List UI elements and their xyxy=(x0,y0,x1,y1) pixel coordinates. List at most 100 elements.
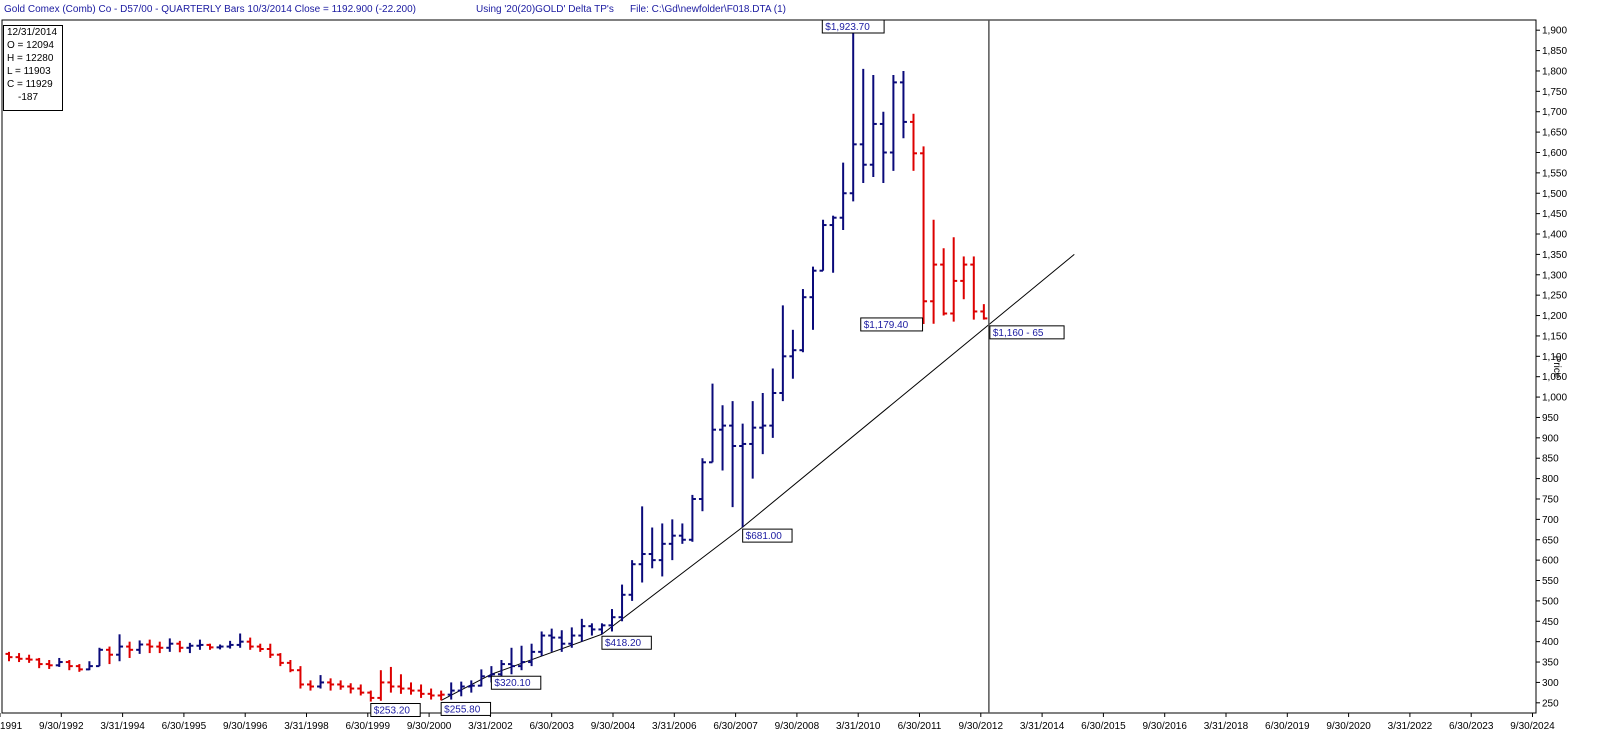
ohlc-bar xyxy=(819,219,827,272)
x-tick-label: 3/31/2014 xyxy=(1020,721,1065,732)
y-tick-label: 1,350 xyxy=(1542,250,1567,261)
y-tick-label: 800 xyxy=(1542,474,1559,485)
y-tick-label: 1,450 xyxy=(1542,209,1567,220)
price-annotation-label: $320.10 xyxy=(494,678,531,689)
price-annotation-label: $1,923.70 xyxy=(825,22,870,33)
ohlc-bar xyxy=(387,666,395,693)
price-annotation-box xyxy=(989,325,1065,340)
ohlc-bar xyxy=(166,638,174,652)
y-tick-label: 700 xyxy=(1542,515,1559,526)
ohlc-bar xyxy=(668,519,676,561)
ohlc-bar xyxy=(648,527,656,569)
ohlc-bar xyxy=(910,113,917,171)
ohlc-bar xyxy=(789,329,797,379)
ohlc-bar xyxy=(377,670,385,701)
ohlc-bar xyxy=(186,642,194,654)
x-tick-label: 9/30/2000 xyxy=(407,721,452,732)
ohlc-bar xyxy=(598,623,606,635)
ohlc-bar xyxy=(960,256,968,300)
ohlc-bar xyxy=(769,368,777,438)
ohlc-bar xyxy=(658,523,666,577)
x-tick-label: 9/30/2008 xyxy=(775,721,820,732)
plot-frame xyxy=(1,19,1537,714)
ohlc-bar xyxy=(256,643,264,652)
y-tick-label: 1,700 xyxy=(1542,107,1567,118)
y-tick-label: 750 xyxy=(1542,494,1559,505)
ohlc-bar xyxy=(25,654,33,663)
ohlc-bar xyxy=(809,266,817,330)
ohlc-bar xyxy=(206,643,214,650)
ohlc-bar xyxy=(920,146,928,324)
ohlc-bar xyxy=(638,506,646,583)
price-annotation-label: $681.00 xyxy=(746,531,783,542)
x-tick-label: 9/30/2016 xyxy=(1142,721,1187,732)
y-tick-label: 1,750 xyxy=(1542,87,1567,98)
x-tick-label: 3/31/2018 xyxy=(1204,721,1249,732)
x-tick-label: 6/30/2007 xyxy=(713,721,758,732)
ohlc-high: H = 12280 xyxy=(7,53,54,64)
ohlc-bar xyxy=(457,681,465,697)
ohlc-date: 12/31/2014 xyxy=(7,27,58,38)
ohlc-bar xyxy=(779,305,787,402)
ohlc-bar xyxy=(116,634,124,662)
x-tick-label: 6/30/2023 xyxy=(1449,721,1494,732)
price-annotation-label: $255.80 xyxy=(444,704,481,715)
ohlc-bar xyxy=(126,641,134,658)
ohlc-bar xyxy=(276,653,284,667)
x-tick-label: 6/30/1999 xyxy=(346,721,391,732)
price-annotation-label: $253.20 xyxy=(374,706,411,717)
ohlc-bar xyxy=(698,458,706,512)
y-tick-label: 1,850 xyxy=(1542,46,1567,57)
x-tick-label: 6/30/2011 xyxy=(898,721,942,732)
y-tick-label: 400 xyxy=(1542,637,1559,648)
ohlc-bar xyxy=(216,644,224,650)
y-tick-label: 350 xyxy=(1542,658,1559,669)
indicator-info: Using '20(20)GOLD' Delta TP's xyxy=(476,4,614,15)
y-tick-label: 1,000 xyxy=(1542,393,1567,404)
price-annotation-label: $1,179.40 xyxy=(864,320,909,331)
ohlc-bar xyxy=(65,660,73,671)
ohlc-bar xyxy=(578,618,586,642)
x-tick-label: 9/30/1992 xyxy=(39,721,84,732)
y-tick-label: 1,300 xyxy=(1542,270,1567,281)
file-path: File: C:\Gd\newfolder\F018.DTA (1) xyxy=(630,4,786,15)
ohlc-bar xyxy=(709,383,716,464)
y-tick-label: 500 xyxy=(1542,596,1559,607)
price-annotation-label: $418.20 xyxy=(605,638,642,649)
ohlc-bar xyxy=(196,639,204,650)
y-tick-label: 450 xyxy=(1542,617,1559,628)
ohlc-low: L = 11903 xyxy=(7,66,51,77)
y-tick-label: 1,050 xyxy=(1542,372,1567,383)
ohlc-bar xyxy=(859,68,867,184)
price-annotation-box xyxy=(370,703,421,718)
ohlc-bar xyxy=(176,640,184,653)
ohlc-bar xyxy=(337,680,345,690)
ohlc-bar xyxy=(307,680,314,691)
ohlc-bar xyxy=(799,289,807,353)
ohlc-bar xyxy=(678,523,686,544)
y-tick-label: 1,250 xyxy=(1542,291,1567,302)
y-tick-label: 650 xyxy=(1542,535,1559,546)
x-tick-label: 6/30/1995 xyxy=(162,721,207,732)
y-tick-label: 1,400 xyxy=(1542,230,1567,241)
y-tick-label: 1,150 xyxy=(1542,331,1567,342)
x-tick-label: 3/31/2010 xyxy=(836,721,881,732)
y-tick-label: 1,550 xyxy=(1542,168,1567,179)
ohlc-bar xyxy=(367,690,375,702)
x-tick-label: 9/30/1996 xyxy=(223,721,268,732)
ohlc-bar xyxy=(286,660,294,673)
ohlc-bar xyxy=(849,20,857,202)
ohlc-bar xyxy=(407,682,415,695)
x-tick-label: 6/30/2015 xyxy=(1081,721,1126,732)
y-tick-label: 850 xyxy=(1542,454,1559,465)
ohlc-bar xyxy=(980,304,988,320)
ohlc-bar xyxy=(85,661,93,671)
ohlc-bar xyxy=(688,494,696,542)
chart-header: Gold Comex (Comb) Co - D57/00 - QUARTERL… xyxy=(0,0,1600,20)
x-tick-label: 3/31/1994 xyxy=(100,721,145,732)
ohlc-bar xyxy=(950,237,958,322)
ohlc-bar xyxy=(899,70,907,139)
y-tick-label: 250 xyxy=(1542,698,1559,709)
x-tick-label: 3/31/2006 xyxy=(652,721,697,732)
